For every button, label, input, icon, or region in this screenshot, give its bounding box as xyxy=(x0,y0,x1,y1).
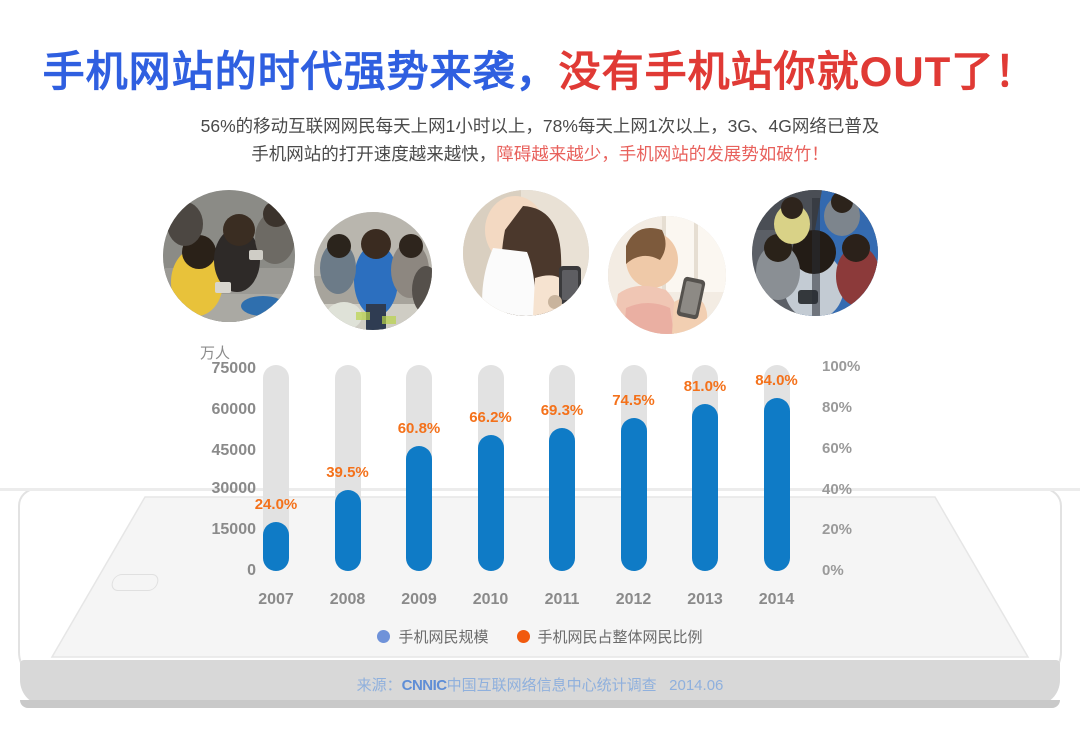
subtitle-line-2-highlight: 障碍越来越少，手机网站的发展势如破竹！ xyxy=(496,144,829,164)
phone-mockup-bottom-shadow xyxy=(20,700,1060,708)
photo-group-sitting-stairs xyxy=(163,190,295,322)
bar-value-label: 84.0% xyxy=(755,371,798,389)
bar-value-label: 39.5% xyxy=(326,463,369,481)
bar-fill[interactable] xyxy=(692,404,718,571)
bar-fill[interactable] xyxy=(763,397,790,571)
legend-item-ratio[interactable]: 手机网民占整体网民比例 xyxy=(516,626,703,647)
y-axis-unit-label: 万人 xyxy=(200,345,231,362)
y-axis-tick-left-4: 15000 xyxy=(211,521,257,538)
x-axis-tick-2011: 2011 xyxy=(544,591,580,608)
chart-legend: 手机网民规模 手机网民占整体网民比例 xyxy=(0,626,1080,647)
bar-fill[interactable] xyxy=(477,434,504,571)
y-axis-tick-left-0: 75000 xyxy=(211,360,257,377)
y-axis-tick-right-5: 0% xyxy=(822,562,844,579)
footer-org: 中国互联网络信息中心统计调查 xyxy=(446,677,657,694)
subtitle-line-2: 手机网站的打开速度越来越快，障碍越来越少，手机网站的发展势如破竹！ xyxy=(0,140,1080,168)
subtitle-line-1: 56%的移动互联网网民每天上网1小时以上，78%每天上网1次以上，3G、4G网络… xyxy=(200,116,880,136)
bar-value-label: 66.2% xyxy=(469,408,512,426)
footer-prefix: 来源： xyxy=(356,677,402,694)
chart-gridline-mid xyxy=(0,488,1080,491)
y-axis-tick-right-1: 80% xyxy=(822,399,853,416)
bar-fill[interactable] xyxy=(620,417,647,571)
page-subtitle: 56%的移动互联网网民每天上网1小时以上，78%每天上网1次以上，3G、4G网络… xyxy=(0,112,1080,168)
footer-brand: CNNIC xyxy=(401,677,448,694)
legend-label-scale: 手机网民规模 xyxy=(398,629,489,646)
x-axis-tick-2007: 2007 xyxy=(258,591,294,608)
y-axis-tick-left-3: 30000 xyxy=(211,480,257,497)
y-axis-tick-left-2: 45000 xyxy=(211,442,257,459)
source-footer: 来源：CNNIC中国互联网络信息中心统计调查 2014.06 xyxy=(0,674,1080,695)
y-axis-tick-right-2: 60% xyxy=(822,440,853,457)
bar-fill[interactable] xyxy=(549,428,575,571)
y-axis-tick-right-0: 100% xyxy=(822,358,861,375)
footer-date: 2014.06 xyxy=(669,677,724,694)
x-axis-tick-2013: 2013 xyxy=(687,591,723,608)
y-axis-tick-left-1: 60000 xyxy=(211,401,257,418)
legend-dot-orange-icon xyxy=(516,630,530,643)
bar-value-label: 74.5% xyxy=(612,391,655,409)
bar-value-label: 60.8% xyxy=(397,419,441,437)
x-axis-tick-2014: 2014 xyxy=(758,591,795,608)
bar-value-label: 24.0% xyxy=(254,495,298,513)
page-title: 手机网站的时代强势来袭，没有手机站你就OUT了！ xyxy=(0,38,1080,99)
photo-strip xyxy=(0,190,1080,334)
y-axis-tick-right-4: 20% xyxy=(822,521,853,538)
subtitle-line-2-plain: 手机网站的打开速度越来越快， xyxy=(251,144,497,164)
photo-smiling-woman xyxy=(463,190,589,316)
x-axis-tick-2010: 2010 xyxy=(472,591,509,608)
x-axis-tick-2012: 2012 xyxy=(615,591,652,608)
page-title-blue: 手机网站的时代强势来袭， xyxy=(42,48,559,95)
x-axis-tick-2008: 2008 xyxy=(329,591,366,608)
x-axis-tick-2009: 2009 xyxy=(401,591,437,608)
phone-mockup-bottom-bezel xyxy=(20,660,1060,706)
legend-label-ratio: 手机网民占整体网民比例 xyxy=(537,629,703,646)
bar-fill[interactable] xyxy=(263,521,289,571)
bar-fill[interactable] xyxy=(334,489,361,571)
photo-street-crowd xyxy=(314,212,432,330)
photo-bus-commuters xyxy=(752,190,878,316)
y-axis-tick-right-3: 40% xyxy=(822,481,853,498)
page-title-red: 没有手机站你就OUT了！ xyxy=(558,48,1038,95)
legend-dot-blue-icon xyxy=(377,630,391,643)
legend-item-scale[interactable]: 手机网民规模 xyxy=(377,626,489,647)
bar-value-label: 81.0% xyxy=(683,378,727,396)
bar-fill[interactable] xyxy=(406,445,432,571)
bar-value-label: 69.3% xyxy=(540,402,584,420)
y-axis-tick-left-5: 0 xyxy=(247,562,256,579)
